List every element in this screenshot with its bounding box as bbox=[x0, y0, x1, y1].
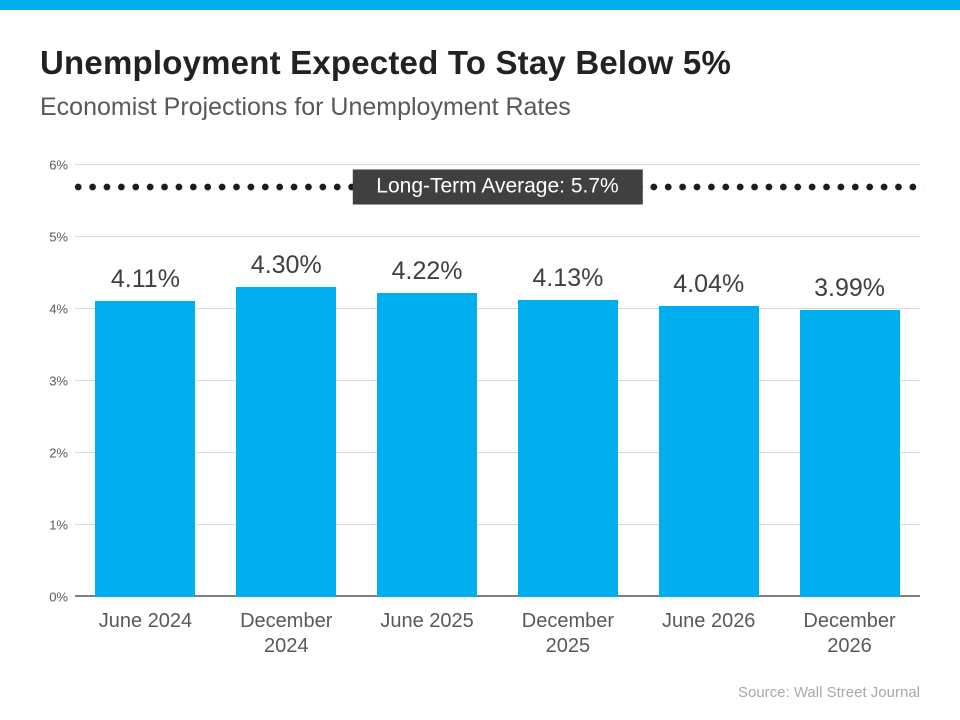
bar bbox=[799, 309, 900, 597]
y-axis-tick-label: 1% bbox=[49, 517, 68, 533]
bar-column: 4.13% bbox=[497, 165, 638, 597]
y-axis-tick-label: 5% bbox=[49, 229, 68, 245]
top-accent-bar bbox=[0, 0, 960, 10]
y-axis-tick-label: 6% bbox=[49, 157, 68, 173]
bar bbox=[95, 301, 196, 597]
source-attribution: Source: Wall Street Journal bbox=[737, 684, 920, 701]
y-axis-tick-label: 4% bbox=[49, 301, 68, 317]
bar bbox=[236, 287, 337, 597]
x-axis-category-label: June 2025 bbox=[380, 610, 474, 632]
bar bbox=[377, 293, 478, 597]
x-axis-line bbox=[75, 595, 920, 597]
gridline bbox=[75, 524, 920, 526]
bar-value-label: 4.13% bbox=[532, 263, 604, 292]
gridline bbox=[75, 452, 920, 454]
bars-container: 4.11% 4.30% 4.22% 4.13% 4.04% 3.99% bbox=[75, 165, 920, 597]
x-axis: June 2024 December 2024 June 2025 December … bbox=[75, 609, 920, 659]
y-axis: 0% 1% 2% 3% 4% 5% 6% bbox=[38, 158, 68, 605]
gridline bbox=[75, 236, 920, 237]
x-axis-category-label: December 2024 bbox=[240, 610, 333, 657]
x-axis-category-label: December 2025 bbox=[521, 610, 615, 657]
x-axis-category-label: June 2024 bbox=[98, 610, 193, 632]
bar-column: 4.04% bbox=[638, 165, 779, 597]
y-axis-tick-label: 3% bbox=[49, 373, 68, 389]
gridline bbox=[75, 308, 920, 310]
chart-subtitle: Economist Projections for Unemployment R… bbox=[40, 93, 571, 121]
bar-chart-plot-area: 4.11% 4.30% 4.22% 4.13% 4.04% 3.99% Long-Term… bbox=[71, 164, 924, 597]
y-axis-tick-label: 2% bbox=[49, 445, 68, 461]
bar-value-label: 3.99% bbox=[814, 273, 885, 302]
bar-column: 4.11% bbox=[75, 165, 216, 597]
bar-column: 4.30% bbox=[216, 165, 357, 597]
bar-value-label: 4.22% bbox=[391, 257, 463, 286]
gridline bbox=[75, 164, 920, 165]
bar bbox=[517, 299, 618, 597]
bar-column: 4.22% bbox=[357, 165, 498, 597]
chart-title: Unemployment Expected To Stay Below 5% bbox=[40, 44, 731, 81]
x-axis-category-label: June 2026 bbox=[662, 610, 756, 632]
gridline bbox=[75, 380, 920, 381]
y-axis-tick-label: 0% bbox=[49, 589, 68, 605]
bar-value-label: 4.30% bbox=[250, 251, 322, 280]
bar-value-label: 4.11% bbox=[110, 265, 180, 294]
bar-value-label: 4.04% bbox=[673, 270, 745, 299]
bar bbox=[658, 306, 759, 597]
x-axis-category-label: December 2026 bbox=[803, 610, 896, 657]
bar-column: 3.99% bbox=[779, 165, 920, 597]
reference-line-label: Long-Term Average: 5.7% bbox=[352, 169, 643, 205]
